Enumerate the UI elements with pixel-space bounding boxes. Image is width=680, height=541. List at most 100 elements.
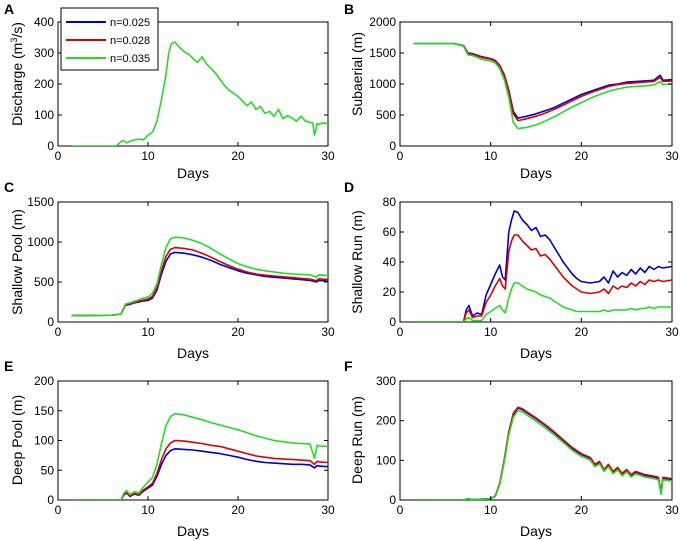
y-tick-label-a-0: 0 <box>47 139 54 153</box>
legend-label-2: n=0.035 <box>110 53 150 65</box>
y-tick-label-f-1: 100 <box>376 453 396 467</box>
x-tick-label-e-1: 10 <box>141 503 155 517</box>
x-tick-label-f-2: 20 <box>575 503 589 517</box>
x-tick-label-f-0: 0 <box>397 503 404 517</box>
series-line-b-1 <box>413 42 672 122</box>
panel-e: E 0 10 20 30 0 50 100 150 200 Deep Pool (m) Days <box>4 358 335 539</box>
x-axis-label-e: Days <box>177 523 209 539</box>
x-tick-label-b-3: 30 <box>665 149 679 163</box>
plot-frame-f <box>399 380 673 501</box>
x-tick-label-d-2: 20 <box>575 325 589 339</box>
y-tick-label-b-1: 500 <box>376 108 396 122</box>
y-axis-label-a: Discharge (m3/s) <box>9 22 25 126</box>
x-tick-label-b-0: 0 <box>397 149 404 163</box>
y-tick-label-e-3: 150 <box>34 404 54 418</box>
series-line-a-0 <box>71 41 328 146</box>
x-tick-label-a-0: 0 <box>55 149 62 163</box>
x-tick-label-b-1: 10 <box>484 149 498 163</box>
y-tick-label-b-0: 0 <box>389 139 396 153</box>
x-tick-label-a-1: 10 <box>141 149 155 163</box>
plot-frame-b <box>399 21 673 147</box>
y-tick-label-d-0: 0 <box>389 315 396 329</box>
x-tick-label-f-3: 30 <box>665 503 679 517</box>
y-tick-label-e-1: 50 <box>41 463 55 477</box>
y-tick-label-f-0: 0 <box>389 493 396 507</box>
y-tick-label-d-3: 60 <box>383 225 397 239</box>
y-tick-label-d-4: 80 <box>383 195 397 209</box>
y-tick-label-e-4: 200 <box>34 374 54 388</box>
y-tick-label-e-2: 100 <box>34 434 54 448</box>
x-tick-label-c-1: 10 <box>141 325 155 339</box>
y-axis-label-c: Shallow Pool (m) <box>9 209 25 315</box>
series-line-b-2 <box>413 42 672 130</box>
x-tick-label-c-0: 0 <box>55 325 62 339</box>
plot-area-d: 0 10 20 30 0 20 40 60 80 <box>383 195 679 339</box>
series-line-e-2 <box>71 412 328 500</box>
y-tick-label-d-2: 40 <box>383 255 397 269</box>
y-axis-label-b: Subaerial (m) <box>349 32 365 116</box>
series-line-d-2 <box>413 282 672 322</box>
y-tick-label-d-1: 20 <box>383 285 397 299</box>
x-tick-label-e-0: 0 <box>55 503 62 517</box>
x-tick-label-d-0: 0 <box>397 325 404 339</box>
panel-d: D 0 10 20 30 0 20 40 60 80 Shallow Run (m) Days <box>344 179 679 361</box>
panel-letter-c: C <box>4 179 14 195</box>
plot-area-c: 0 10 20 30 0 500 1000 1500 <box>27 195 335 339</box>
x-axis-label-f: Days <box>520 523 552 539</box>
plot-frame-d <box>399 201 673 323</box>
plot-area-e: 0 10 20 30 0 50 100 150 200 <box>34 374 335 517</box>
y-tick-label-a-1: 100 <box>34 108 54 122</box>
y-tick-label-c-0: 0 <box>47 315 54 329</box>
y-axis-label-e: Deep Pool (m) <box>9 395 25 485</box>
panel-letter-f: F <box>344 358 353 374</box>
series-line-d-1 <box>413 234 672 322</box>
y-tick-label-a-2: 200 <box>34 77 54 91</box>
panel-letter-a: A <box>4 1 14 17</box>
x-tick-label-e-3: 30 <box>321 503 335 517</box>
x-axis-label-d: Days <box>520 345 552 361</box>
series-group-e <box>71 412 328 500</box>
y-tick-label-a-3: 300 <box>34 46 54 60</box>
y-tick-label-e-0: 0 <box>47 493 54 507</box>
plot-frame-e <box>57 380 329 501</box>
x-tick-label-c-2: 20 <box>231 325 245 339</box>
y-axis-label-a-end: /s) <box>9 22 25 38</box>
series-line-f-2 <box>413 409 672 500</box>
panel-letter-d: D <box>344 179 354 195</box>
series-group-b <box>413 42 672 130</box>
y-tick-label-c-3: 1500 <box>27 195 54 209</box>
x-axis-label-b: Days <box>520 165 552 181</box>
legend-label-0: n=0.025 <box>110 17 150 29</box>
x-axis-label-a: Days <box>177 165 209 181</box>
panel-c: C 0 10 20 30 0 500 1000 1500 Shallow Pool (m) D… <box>4 179 335 361</box>
panel-letter-e: E <box>4 358 13 374</box>
series-line-d-0 <box>413 210 672 322</box>
y-axis-label-f: Deep Run (m) <box>349 396 365 484</box>
series-group-c <box>71 236 328 317</box>
series-line-c-2 <box>71 236 328 317</box>
series-group-a <box>71 41 328 146</box>
y-tick-label-c-2: 1000 <box>27 235 54 249</box>
y-tick-label-a-4: 400 <box>34 15 54 29</box>
plot-area-b: 0 10 20 30 0 500 1000 1500 2000 <box>369 15 679 163</box>
x-tick-label-e-2: 20 <box>231 503 245 517</box>
y-tick-label-f-3: 300 <box>376 374 396 388</box>
y-tick-label-c-1: 500 <box>34 275 54 289</box>
y-axis-label-d: Shallow Run (m) <box>349 210 365 313</box>
y-tick-label-b-3: 1500 <box>369 46 396 60</box>
y-tick-label-b-2: 1000 <box>369 77 396 91</box>
legend: n=0.025 n=0.028 n=0.035 <box>60 7 159 71</box>
x-tick-label-f-1: 10 <box>484 503 498 517</box>
x-axis-label-c: Days <box>177 345 209 361</box>
series-line-c-1 <box>71 246 328 317</box>
x-tick-label-b-2: 20 <box>575 149 589 163</box>
ylabel-a-wrap: Discharge (m3/s) <box>9 22 25 126</box>
series-group-d <box>413 210 672 322</box>
x-tick-label-d-3: 30 <box>665 325 679 339</box>
x-tick-label-d-1: 10 <box>484 325 498 339</box>
y-axis-label-a-sup: 3 <box>9 38 19 43</box>
panel-letter-b: B <box>344 1 354 17</box>
y-axis-label-a-main: Discharge (m <box>9 43 25 126</box>
